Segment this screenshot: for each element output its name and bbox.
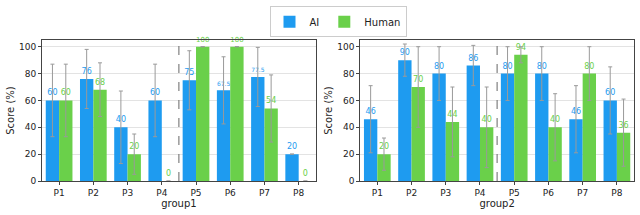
- svg-text:68: 68: [95, 78, 105, 87]
- svg-text:100: 100: [230, 36, 243, 44]
- svg-text:100: 100: [196, 36, 209, 44]
- svg-text:94: 94: [516, 43, 526, 52]
- svg-text:46: 46: [571, 107, 581, 116]
- svg-text:0: 0: [30, 176, 36, 186]
- svg-text:P5: P5: [509, 188, 520, 198]
- svg-text:P1: P1: [372, 188, 383, 198]
- svg-text:20: 20: [287, 142, 297, 151]
- svg-text:20: 20: [379, 142, 389, 151]
- svg-text:40: 40: [25, 122, 37, 132]
- svg-text:P2: P2: [406, 188, 417, 198]
- svg-text:P3: P3: [440, 188, 451, 198]
- svg-text:P4: P4: [156, 188, 167, 198]
- svg-text:80: 80: [537, 62, 547, 71]
- svg-text:60: 60: [61, 88, 71, 97]
- svg-text:60: 60: [343, 96, 355, 106]
- svg-text:80: 80: [584, 62, 594, 71]
- svg-text:44: 44: [447, 110, 457, 119]
- svg-text:46: 46: [366, 107, 376, 116]
- svg-text:80: 80: [25, 69, 37, 79]
- svg-text:36: 36: [618, 121, 628, 130]
- svg-text:group2: group2: [479, 198, 514, 209]
- svg-text:P2: P2: [88, 188, 99, 198]
- svg-text:P7: P7: [259, 188, 270, 198]
- svg-text:86: 86: [468, 54, 478, 63]
- svg-text:77.5: 77.5: [251, 66, 265, 73]
- svg-text:AI: AI: [310, 17, 320, 28]
- svg-text:P5: P5: [190, 188, 201, 198]
- svg-text:P6: P6: [225, 188, 236, 198]
- svg-text:Score (%): Score (%): [323, 86, 334, 135]
- svg-text:100: 100: [337, 42, 354, 52]
- svg-text:60: 60: [150, 88, 160, 97]
- svg-text:0: 0: [303, 169, 308, 178]
- svg-text:Score (%): Score (%): [5, 86, 16, 135]
- svg-text:P8: P8: [293, 188, 304, 198]
- svg-text:60: 60: [25, 96, 37, 106]
- svg-text:40: 40: [116, 115, 126, 124]
- svg-text:75: 75: [184, 68, 194, 77]
- svg-text:20: 20: [343, 149, 355, 159]
- svg-text:P1: P1: [54, 188, 65, 198]
- svg-text:60: 60: [47, 88, 57, 97]
- svg-text:70: 70: [413, 75, 423, 84]
- svg-text:P8: P8: [611, 188, 622, 198]
- svg-text:Human: Human: [364, 17, 400, 28]
- svg-text:100: 100: [19, 42, 36, 52]
- svg-text:67.5: 67.5: [217, 80, 231, 87]
- svg-text:60: 60: [605, 88, 615, 97]
- svg-text:80: 80: [434, 62, 444, 71]
- svg-text:40: 40: [482, 115, 492, 124]
- svg-text:P6: P6: [543, 188, 554, 198]
- svg-text:76: 76: [82, 67, 92, 76]
- svg-text:20: 20: [25, 149, 37, 159]
- svg-text:group1: group1: [161, 198, 196, 209]
- svg-text:P7: P7: [577, 188, 588, 198]
- svg-text:54: 54: [266, 96, 276, 105]
- svg-text:80: 80: [502, 62, 512, 71]
- svg-text:40: 40: [343, 122, 355, 132]
- svg-text:40: 40: [550, 115, 560, 124]
- svg-text:P4: P4: [474, 188, 485, 198]
- svg-text:P3: P3: [122, 188, 133, 198]
- svg-text:0: 0: [349, 176, 355, 186]
- svg-text:20: 20: [129, 142, 139, 151]
- svg-text:90: 90: [400, 48, 410, 57]
- svg-text:0: 0: [166, 169, 171, 178]
- svg-text:80: 80: [343, 69, 355, 79]
